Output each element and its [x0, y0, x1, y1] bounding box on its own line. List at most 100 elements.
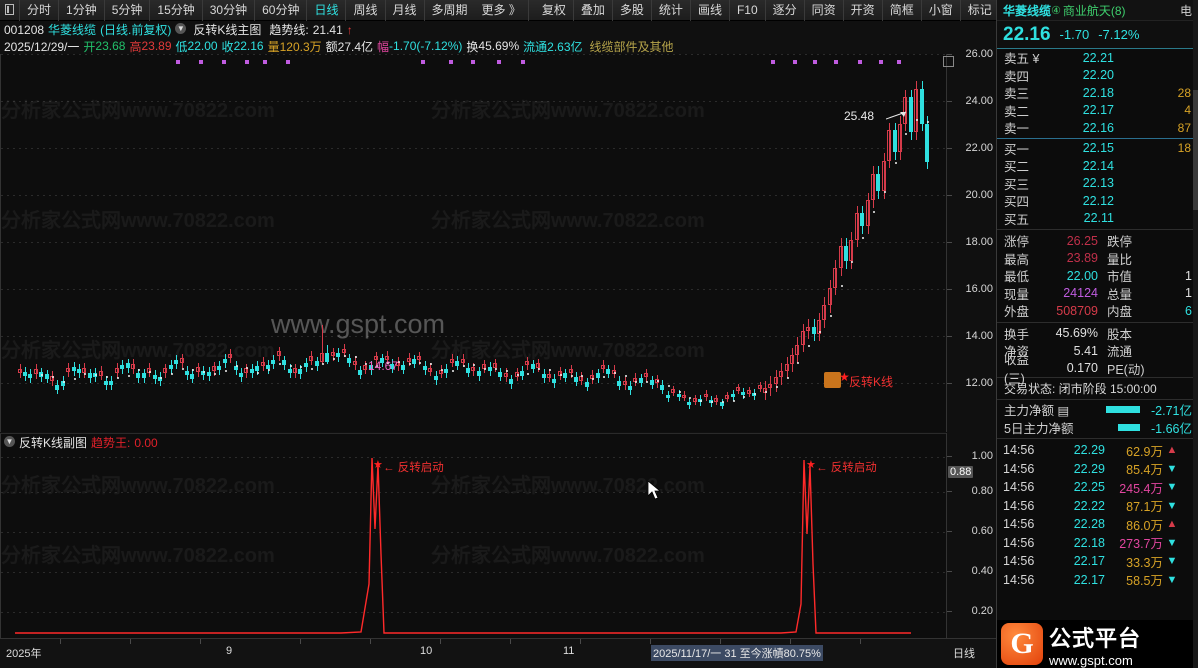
ma-point — [894, 161, 897, 164]
ma-point — [462, 365, 465, 368]
orderbook-row-buy[interactable]: 买三 22.13 — [997, 175, 1198, 193]
button-overlay[interactable]: 叠加 — [574, 0, 613, 21]
tab-5min[interactable]: 5分钟 — [105, 0, 151, 21]
sub-chart-y-axis: 1.00 0.80 0.60 0.40 0.20 — [946, 433, 996, 638]
axis-toggle-icon[interactable] — [943, 56, 954, 67]
ma-point — [73, 378, 76, 381]
stat-key: 净资 — [1004, 345, 1030, 360]
candle-body — [925, 123, 929, 162]
stat-key: 外盘 — [1004, 305, 1030, 320]
indicator-name[interactable]: 反转K线主图 — [193, 23, 262, 37]
panel-layout-icon[interactable] — [0, 0, 20, 21]
orderbook-row-sell[interactable]: 卖五 ¥ 22.21 — [997, 49, 1198, 67]
candle-body — [854, 213, 859, 240]
candle-body — [336, 352, 341, 358]
candle-wick — [527, 356, 529, 370]
quote-sector-tag[interactable]: 商业航天(8) — [1062, 3, 1126, 18]
candle-wick — [440, 365, 442, 379]
tick-row[interactable]: 14:56 22.17 33.3万 ▼ — [997, 552, 1198, 571]
orderbook-row-buy[interactable]: 买二 22.14 — [997, 157, 1198, 175]
candle-wick — [646, 368, 648, 382]
button-statistics[interactable]: 统计 — [652, 0, 691, 21]
button-multistock[interactable]: 多股 — [613, 0, 652, 21]
ma-point — [408, 362, 411, 365]
candle-wick — [19, 363, 21, 379]
tab-60min[interactable]: 60分钟 — [255, 0, 308, 21]
button-f10[interactable]: F10 — [730, 0, 766, 21]
candle-body — [28, 374, 33, 379]
ohlc-date: 2025/12/29/一 — [4, 39, 80, 54]
tab-30min[interactable]: 30分钟 — [203, 0, 256, 21]
button-drawline[interactable]: 画线 — [691, 0, 730, 21]
ma-point — [419, 361, 422, 364]
orderbook-price: 22.14 — [1082, 158, 1114, 173]
tab-more[interactable]: 更多 》 — [475, 0, 529, 21]
candle-body — [271, 359, 276, 364]
candle-wick — [68, 362, 70, 378]
button-adjust[interactable]: 复权 — [535, 0, 574, 21]
button-simple-frame[interactable]: 简框 — [883, 0, 922, 21]
candle-body — [568, 368, 573, 374]
panel-scrollbar[interactable] — [1193, 0, 1198, 668]
candle-body — [860, 213, 865, 227]
tick-row[interactable]: 14:56 22.17 58.5万 ▼ — [997, 571, 1198, 590]
tick-row[interactable]: 14:56 22.28 86.0万 ▲ — [997, 515, 1198, 534]
button-mark[interactable]: 标记 — [961, 0, 1000, 21]
button-same-fund[interactable]: 同资 — [805, 0, 844, 21]
candle-body — [773, 377, 778, 384]
tab-weekly[interactable]: 周线 — [346, 0, 386, 21]
y-tick-label: 18.00 — [965, 236, 993, 248]
orderbook-row-buy[interactable]: 买四 22.12 — [997, 192, 1198, 210]
sub-indicator-chart[interactable]: 分析家公式网www.70822.com 分析家公式网www.70822.com … — [0, 433, 946, 638]
orderbook-row-buy[interactable]: 买五 22.11 — [997, 210, 1198, 228]
tick-row[interactable]: 14:56 22.29 85.4万 ▼ — [997, 460, 1198, 479]
tab-15min[interactable]: 15分钟 — [150, 0, 203, 21]
candle-wick — [613, 365, 615, 379]
candle-wick — [343, 344, 345, 358]
tick-row[interactable]: 14:56 22.25 245.4万 ▼ — [997, 478, 1198, 497]
watermark-text: 分析家公式网www.70822.com — [1, 100, 275, 122]
candle-body — [179, 358, 184, 364]
candle-body — [330, 351, 335, 357]
orderbook-row-sell[interactable]: 卖四 22.20 — [997, 67, 1198, 85]
main-price-chart[interactable]: 分析家公式网www.70822.com 分析家公式网www.70822.com … — [0, 54, 946, 486]
orderbook-price: 22.16 — [1082, 120, 1114, 135]
tick-row[interactable]: 14:56 22.22 87.1万 ▼ — [997, 497, 1198, 516]
chevron-down-icon[interactable]: ▼ — [4, 436, 15, 447]
orderbook-row-buy[interactable]: 买一 22.15 18 — [997, 140, 1198, 158]
tab-1min[interactable]: 1分钟 — [59, 0, 105, 21]
watermark-text: 分析家公式网www.70822.com — [431, 340, 705, 362]
tab-daily[interactable]: 日线 — [307, 0, 347, 21]
orderbook-row-sell[interactable]: 卖二 22.17 4 — [997, 102, 1198, 120]
candle-wick — [408, 353, 410, 367]
stat-key-2: 股本 — [1107, 327, 1133, 342]
float-key: 流通 — [523, 39, 548, 54]
button-open-fund[interactable]: 开资 — [844, 0, 883, 21]
tick-price: 22.29 — [1073, 461, 1105, 476]
orderbook-row-sell[interactable]: 卖三 22.18 28 — [997, 84, 1198, 102]
y-tick-label: 0.40 — [971, 565, 993, 577]
candle-body — [82, 368, 87, 373]
tab-fenshi[interactable]: 分时 — [20, 0, 60, 21]
tick-row[interactable]: 14:56 22.18 273.7万 ▼ — [997, 534, 1198, 553]
ma-point — [95, 373, 98, 376]
candle-wick — [824, 297, 826, 329]
tick-price: 22.22 — [1073, 498, 1105, 513]
candle-wick — [818, 312, 820, 342]
tab-monthly[interactable]: 月线 — [386, 0, 425, 21]
orderbook-row-sell[interactable]: 卖一 22.16 87 — [997, 119, 1198, 137]
stats-table-2: 换手 45.69% 股本 净资 5.41 流通 收益(三) 0.170 PE(动) — [997, 325, 1198, 386]
tab-multi-period[interactable]: 多周期 — [431, 2, 468, 17]
low-value: 22.00 — [187, 39, 218, 53]
candle-wick — [705, 390, 707, 401]
button-small-window[interactable]: 小窗 — [922, 0, 961, 21]
scrollbar-thumb[interactable] — [1193, 90, 1198, 210]
button-tickbytick[interactable]: 逐分 — [766, 0, 805, 21]
chevron-down-icon[interactable]: ▼ — [175, 23, 187, 34]
candle-body — [374, 356, 379, 361]
candle-body — [735, 387, 740, 391]
orderbook-volume: 4 — [1184, 103, 1191, 118]
ma-point — [181, 368, 184, 371]
candle-body — [903, 97, 908, 124]
tick-row[interactable]: 14:56 22.29 62.9万 ▲ — [997, 441, 1198, 460]
